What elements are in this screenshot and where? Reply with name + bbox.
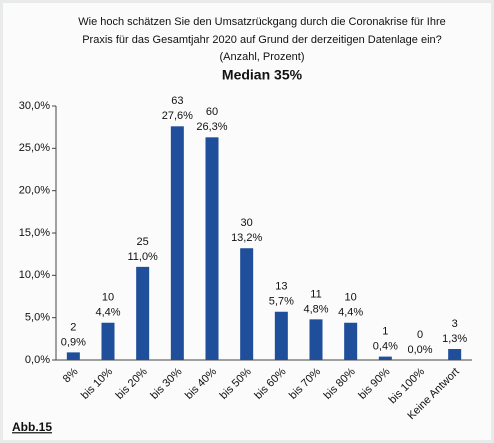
count-label: 10 [345, 292, 357, 304]
value-label: 13,2% [231, 232, 262, 244]
value-label: 11,0% [127, 251, 158, 263]
y-tick-label: 5,0% [25, 312, 50, 324]
count-label: 25 [137, 236, 149, 248]
count-label: 2 [70, 321, 76, 333]
y-tick-label: 20,0% [19, 185, 50, 197]
count-label: 63 [171, 95, 183, 107]
count-label: 13 [275, 281, 287, 293]
count-label: 60 [206, 106, 218, 118]
value-label: 4,4% [95, 307, 120, 319]
chart-title: Praxis für das Gesamtjahr 2020 auf Grund… [82, 34, 442, 46]
bar [205, 137, 219, 360]
count-label: 3 [452, 318, 458, 330]
count-label: 11 [310, 288, 321, 300]
y-tick-label: 15,0% [19, 227, 50, 239]
bar [274, 311, 288, 360]
panel [3, 3, 491, 440]
value-label: 0,4% [373, 341, 398, 353]
y-tick-label: 25,0% [19, 142, 50, 154]
y-tick-label: 10,0% [19, 269, 50, 281]
y-tick-label: 30,0% [19, 100, 50, 112]
count-label: 30 [241, 217, 253, 229]
count-label: 1 [382, 326, 388, 338]
value-label: 0,0% [407, 344, 432, 356]
value-label: 5,7% [269, 296, 294, 308]
count-label: 10 [102, 292, 114, 304]
value-label: 1,3% [442, 333, 467, 345]
chart-title: (Anzahl, Prozent) [220, 51, 305, 63]
value-label: 4,8% [303, 303, 328, 315]
bar [101, 322, 115, 360]
value-label: 26,3% [196, 121, 227, 133]
chart-title: Wie hoch schätzen Sie den Umsatzrückgang… [78, 16, 445, 28]
count-label: 0 [417, 329, 423, 341]
chart-subtitle: Median 35% [222, 67, 303, 83]
bar [170, 126, 184, 360]
bar [136, 266, 150, 360]
bar [309, 319, 323, 360]
bar [66, 352, 80, 360]
bar [240, 248, 254, 360]
value-label: 27,6% [162, 110, 193, 122]
value-label: 0,9% [61, 336, 86, 348]
bar [448, 348, 462, 360]
value-label: 4,4% [338, 307, 363, 319]
bar [344, 322, 358, 360]
footnote: Abb.15 [12, 420, 52, 434]
bar [378, 356, 392, 360]
y-tick-label: 0,0% [25, 354, 50, 366]
